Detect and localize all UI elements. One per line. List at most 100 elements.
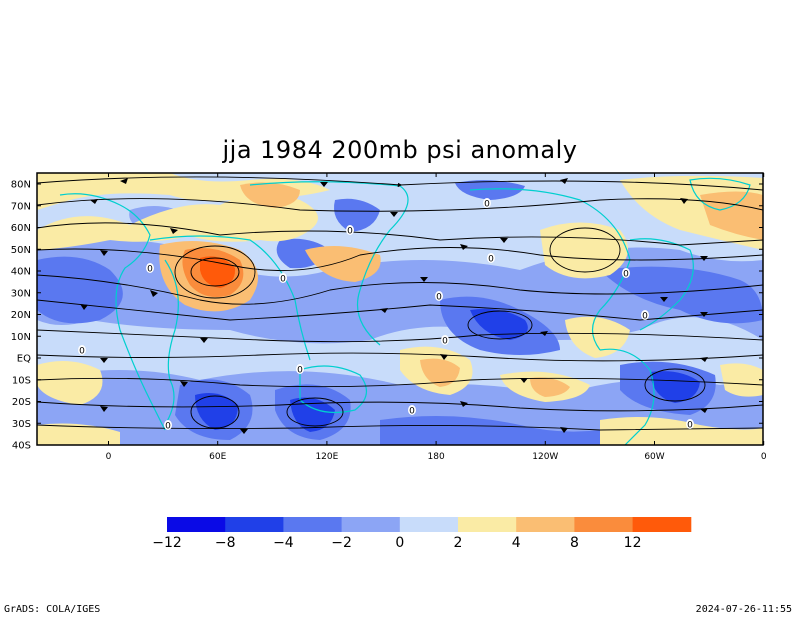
lat-label: EQ bbox=[17, 354, 31, 365]
lon-label: 0 bbox=[761, 452, 767, 462]
lat-label: 40S bbox=[12, 441, 31, 452]
negative-core-pacific bbox=[470, 308, 528, 340]
map-field: 0 0 0 0 0 0 0 0 0 0 0 0 0 0 bbox=[37, 173, 763, 445]
colorbar-swatch bbox=[632, 517, 692, 532]
zero-label-bg bbox=[164, 420, 172, 430]
colorbar-label: −12 bbox=[152, 535, 182, 551]
map-frame bbox=[36, 172, 764, 446]
streamline-arrows bbox=[80, 178, 708, 434]
negative-cell-atlantic-east bbox=[600, 266, 763, 324]
zero-contour-label: 0 bbox=[347, 227, 353, 237]
lon-label: 0 bbox=[106, 452, 112, 462]
streamlines bbox=[37, 176, 763, 431]
lat-label: 20N bbox=[11, 310, 31, 321]
positive-cell-south-atlantic-east bbox=[720, 363, 763, 397]
longitude-axis: 0 60E 120E 180 120W 60W 0 bbox=[106, 173, 767, 462]
coastlines bbox=[59, 177, 751, 445]
colorbar-label: 4 bbox=[512, 535, 521, 551]
colorbar-swatch bbox=[399, 517, 459, 532]
lat-label: 40N bbox=[11, 267, 31, 278]
zero-contour-label: 0 bbox=[297, 366, 303, 376]
coastline-africa-europe bbox=[59, 193, 166, 431]
zero-contour-label: 0 bbox=[147, 265, 153, 275]
colorbar-label: −2 bbox=[331, 535, 352, 551]
zero-contour-label: 0 bbox=[280, 275, 286, 285]
colorbar-label: 0 bbox=[395, 535, 404, 551]
lon-label: 60W bbox=[644, 452, 664, 462]
map-title: jja 1984 200mb psi anomaly bbox=[222, 136, 578, 164]
positive-cell-greenland bbox=[700, 191, 763, 240]
coastline-africa-east bbox=[164, 259, 179, 426]
colorbar-swatch bbox=[574, 517, 634, 532]
negative-cell-siberia bbox=[334, 198, 380, 232]
positive-cell-north-america bbox=[540, 222, 628, 279]
zero-contour-label: 0 bbox=[623, 270, 629, 280]
zero-label-bg bbox=[279, 273, 287, 283]
colorbar-label: 2 bbox=[454, 535, 463, 551]
negative-cell-arctic bbox=[455, 180, 525, 200]
zero-contour-label: 0 bbox=[409, 407, 415, 417]
colorbar-swatch bbox=[225, 517, 284, 532]
negative-band-southern-ocean bbox=[380, 416, 600, 445]
zero-label-bg bbox=[441, 335, 449, 345]
negative-core-south-pacific bbox=[650, 371, 700, 403]
colorbar-swatch bbox=[167, 517, 226, 532]
lat-label: 30N bbox=[11, 288, 31, 299]
colorbar-label: 12 bbox=[624, 535, 642, 551]
colorbar-swatch bbox=[458, 517, 517, 532]
coastline-greenland bbox=[689, 177, 751, 211]
lon-label: 120E bbox=[315, 452, 338, 462]
lat-label: 10S bbox=[12, 375, 31, 386]
lon-label: 180 bbox=[428, 452, 445, 462]
lat-label: 80N bbox=[11, 180, 31, 191]
colorbar-swatch bbox=[341, 517, 401, 532]
coastline-north-america-west bbox=[469, 188, 631, 351]
coastline-australia bbox=[299, 365, 367, 413]
zero-contour-label: 0 bbox=[442, 337, 448, 347]
colorbar-label: −8 bbox=[215, 535, 236, 551]
zero-label-bg bbox=[296, 364, 304, 374]
zero-contour-labels: 0 0 0 0 0 0 0 0 0 0 0 0 0 0 bbox=[78, 198, 694, 432]
zero-label-bg bbox=[641, 310, 649, 320]
lat-label: 70N bbox=[11, 201, 31, 212]
positive-cell-south-atlantic bbox=[37, 361, 103, 405]
lon-label: 120W bbox=[532, 452, 558, 462]
zero-contour-label: 0 bbox=[488, 255, 494, 265]
footer-credit: GrADS: COLA/IGES bbox=[4, 604, 101, 615]
colorbar: −12 −8 −4 −2 0 2 4 8 12 bbox=[152, 517, 692, 551]
negative-core-indian-west bbox=[195, 392, 238, 430]
zero-label-bg bbox=[435, 291, 443, 301]
positive-core-south-pacific-central bbox=[530, 377, 570, 397]
colorbar-label: 8 bbox=[570, 535, 579, 551]
coastline-north-america-east bbox=[629, 238, 694, 331]
positive-cell-southern-ocean-east bbox=[600, 416, 763, 445]
lat-label: 20S bbox=[12, 397, 31, 408]
zero-label-bg bbox=[346, 225, 354, 235]
zero-contour-label: 0 bbox=[436, 293, 442, 303]
positive-band-arctic bbox=[37, 173, 330, 210]
zero-contour-label: 0 bbox=[642, 312, 648, 322]
positive-cell-arctic-siberia bbox=[240, 182, 300, 208]
zero-label-bg bbox=[78, 345, 86, 355]
zero-label-bg bbox=[146, 263, 154, 273]
zero-label-bg bbox=[686, 419, 694, 429]
coastline-asia-south bbox=[149, 235, 311, 361]
lat-label: 10N bbox=[11, 332, 31, 343]
positive-cell-central-america bbox=[565, 316, 630, 358]
zero-contour-label: 0 bbox=[79, 347, 85, 357]
zero-label-bg bbox=[622, 268, 630, 278]
zero-contour-label: 0 bbox=[484, 200, 490, 210]
zero-label-bg bbox=[408, 405, 416, 415]
coastline-south-america bbox=[599, 348, 655, 445]
coastline-asia-east bbox=[249, 181, 409, 346]
lon-label: 60E bbox=[209, 452, 226, 462]
zero-label-bg bbox=[487, 253, 495, 263]
lat-label: 30S bbox=[12, 419, 31, 430]
positive-cell-southern-ocean-west bbox=[37, 423, 120, 445]
footer-timestamp: 2024-07-26-11:55 bbox=[695, 604, 792, 615]
latitude-axis: 80N 70N 60N 50N 40N 30N 20N 10N EQ 10S 20S 30S 40S bbox=[11, 180, 763, 452]
colorbar-label: −4 bbox=[273, 535, 294, 551]
lat-label: 50N bbox=[11, 245, 31, 256]
lat-label: 60N bbox=[11, 223, 31, 234]
